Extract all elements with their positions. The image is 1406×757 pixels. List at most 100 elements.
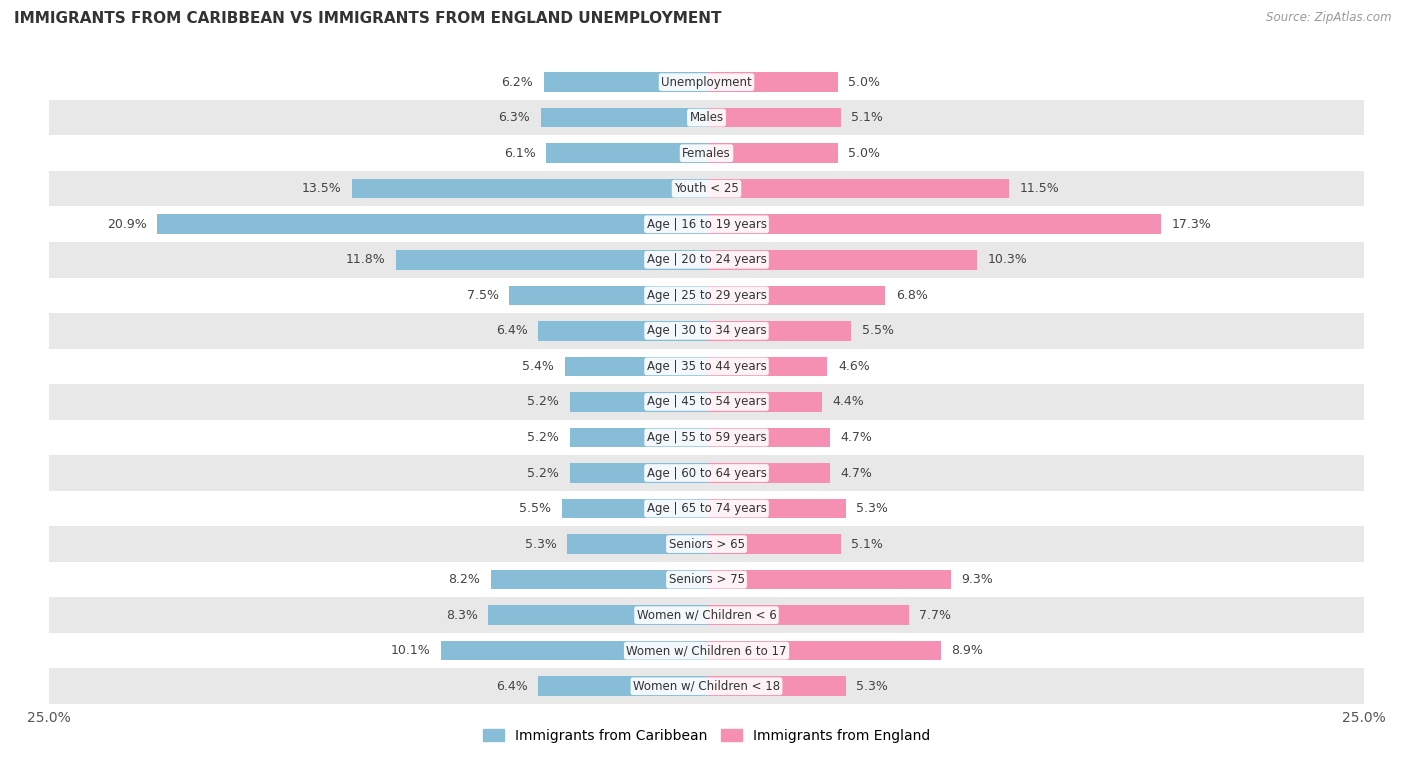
Bar	[509, 285, 707, 305]
Bar	[49, 349, 1364, 384]
Text: Age | 60 to 64 years: Age | 60 to 64 years	[647, 466, 766, 479]
Text: Females: Females	[682, 147, 731, 160]
Bar	[49, 562, 1364, 597]
Text: 6.4%: 6.4%	[496, 680, 527, 693]
Text: Women w/ Children < 18: Women w/ Children < 18	[633, 680, 780, 693]
Text: 5.1%: 5.1%	[851, 537, 883, 550]
Text: Age | 30 to 34 years: Age | 30 to 34 years	[647, 324, 766, 338]
Text: 5.1%: 5.1%	[851, 111, 883, 124]
Text: Unemployment: Unemployment	[661, 76, 752, 89]
Bar	[49, 491, 1364, 526]
Text: Seniors > 75: Seniors > 75	[668, 573, 745, 586]
Bar	[707, 179, 1010, 198]
Text: Age | 16 to 19 years: Age | 16 to 19 years	[647, 218, 766, 231]
Text: Women w/ Children < 6: Women w/ Children < 6	[637, 609, 776, 621]
Text: 10.3%: 10.3%	[988, 254, 1028, 266]
Bar	[707, 250, 977, 269]
Text: 4.4%: 4.4%	[832, 395, 865, 409]
Text: 8.3%: 8.3%	[446, 609, 478, 621]
Bar	[49, 633, 1364, 668]
Text: 8.9%: 8.9%	[950, 644, 983, 657]
Bar	[49, 242, 1364, 278]
Bar	[49, 136, 1364, 171]
Bar	[707, 357, 828, 376]
Text: 5.5%: 5.5%	[862, 324, 894, 338]
Text: 7.7%: 7.7%	[920, 609, 952, 621]
Text: Males: Males	[689, 111, 724, 124]
Bar	[49, 171, 1364, 207]
Text: 5.2%: 5.2%	[527, 431, 560, 444]
Text: 11.5%: 11.5%	[1019, 182, 1059, 195]
Text: 4.7%: 4.7%	[841, 431, 873, 444]
Text: 5.2%: 5.2%	[527, 395, 560, 409]
Text: Age | 65 to 74 years: Age | 65 to 74 years	[647, 502, 766, 515]
Text: 4.7%: 4.7%	[841, 466, 873, 479]
Text: 6.1%: 6.1%	[503, 147, 536, 160]
Text: 8.2%: 8.2%	[449, 573, 481, 586]
Bar	[441, 641, 707, 660]
Text: Youth < 25: Youth < 25	[673, 182, 740, 195]
Text: 6.2%: 6.2%	[501, 76, 533, 89]
Text: Age | 35 to 44 years: Age | 35 to 44 years	[647, 360, 766, 373]
Bar	[707, 534, 841, 554]
Text: Age | 45 to 54 years: Age | 45 to 54 years	[647, 395, 766, 409]
Bar	[49, 207, 1364, 242]
Bar	[707, 108, 841, 127]
Bar	[538, 677, 707, 696]
Bar	[546, 143, 707, 163]
Bar	[49, 384, 1364, 419]
Bar	[707, 214, 1161, 234]
Bar	[49, 100, 1364, 136]
Bar	[707, 677, 846, 696]
Bar	[396, 250, 707, 269]
Bar	[707, 143, 838, 163]
Bar	[541, 108, 707, 127]
Bar	[157, 214, 707, 234]
Text: 5.3%: 5.3%	[856, 680, 889, 693]
Text: 9.3%: 9.3%	[962, 573, 993, 586]
Bar	[538, 321, 707, 341]
Text: 10.1%: 10.1%	[391, 644, 430, 657]
Bar	[49, 597, 1364, 633]
Bar	[49, 278, 1364, 313]
Text: 6.4%: 6.4%	[496, 324, 527, 338]
Text: IMMIGRANTS FROM CARIBBEAN VS IMMIGRANTS FROM ENGLAND UNEMPLOYMENT: IMMIGRANTS FROM CARIBBEAN VS IMMIGRANTS …	[14, 11, 721, 26]
Text: Age | 20 to 24 years: Age | 20 to 24 years	[647, 254, 766, 266]
Bar	[569, 428, 707, 447]
Bar	[491, 570, 707, 590]
Text: 11.8%: 11.8%	[346, 254, 385, 266]
Bar	[707, 392, 823, 412]
Bar	[567, 534, 707, 554]
Bar	[49, 64, 1364, 100]
Bar	[707, 463, 830, 483]
Bar	[49, 526, 1364, 562]
Text: Seniors > 65: Seniors > 65	[668, 537, 745, 550]
Bar	[707, 285, 886, 305]
Bar	[707, 73, 838, 92]
Bar	[707, 606, 908, 625]
Text: Source: ZipAtlas.com: Source: ZipAtlas.com	[1267, 11, 1392, 24]
Text: 5.2%: 5.2%	[527, 466, 560, 479]
Bar	[569, 392, 707, 412]
Bar	[707, 428, 830, 447]
Text: 20.9%: 20.9%	[107, 218, 146, 231]
Text: Women w/ Children 6 to 17: Women w/ Children 6 to 17	[626, 644, 787, 657]
Text: 5.0%: 5.0%	[848, 147, 880, 160]
Bar	[565, 357, 707, 376]
Legend: Immigrants from Caribbean, Immigrants from England: Immigrants from Caribbean, Immigrants fr…	[477, 723, 936, 748]
Text: Age | 55 to 59 years: Age | 55 to 59 years	[647, 431, 766, 444]
Bar	[49, 455, 1364, 491]
Text: 5.5%: 5.5%	[519, 502, 551, 515]
Text: 7.5%: 7.5%	[467, 289, 499, 302]
Bar	[707, 570, 950, 590]
Bar	[707, 321, 851, 341]
Text: 4.6%: 4.6%	[838, 360, 870, 373]
Bar	[352, 179, 707, 198]
Text: Age | 25 to 29 years: Age | 25 to 29 years	[647, 289, 766, 302]
Text: 5.0%: 5.0%	[848, 76, 880, 89]
Text: 17.3%: 17.3%	[1171, 218, 1212, 231]
Text: 6.3%: 6.3%	[499, 111, 530, 124]
Bar	[562, 499, 707, 519]
Bar	[49, 313, 1364, 349]
Bar	[569, 463, 707, 483]
